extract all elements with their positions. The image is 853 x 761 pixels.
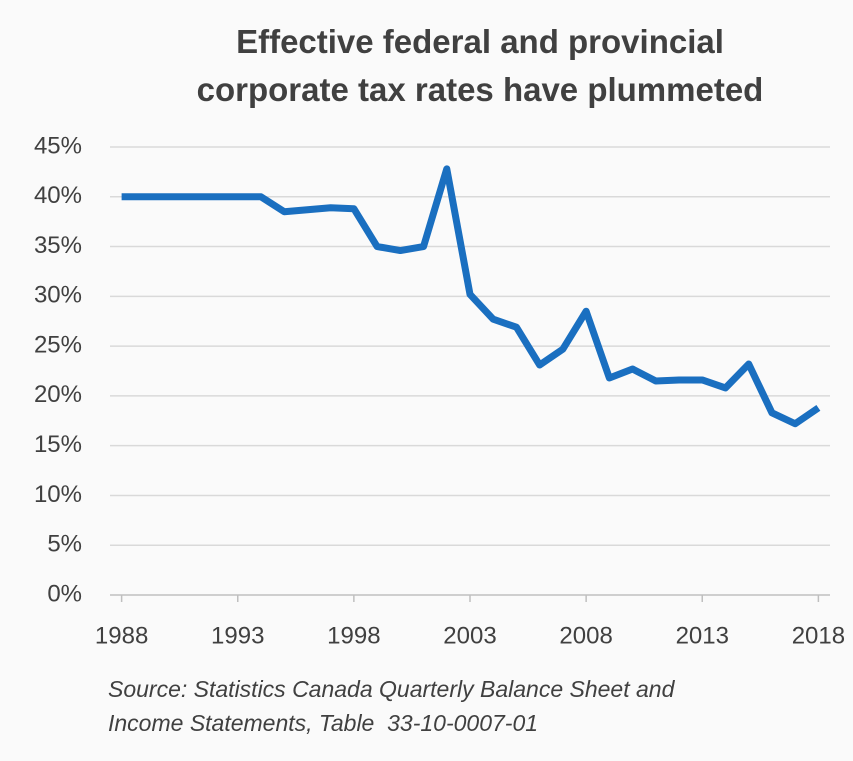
chart-title: Effective federal and provincial corpora… <box>60 18 853 114</box>
x-tick-label: 2003 <box>443 622 496 649</box>
y-tick-label: 40% <box>34 182 82 209</box>
x-tick-label: 2008 <box>559 622 612 649</box>
y-tick-label: 0% <box>47 580 82 607</box>
y-tick-label: 25% <box>34 331 82 358</box>
source-line: Source: Statistics Canada Quarterly Bala… <box>108 676 675 702</box>
title-line: Effective federal and provincial <box>236 23 724 60</box>
y-tick-label: 20% <box>34 381 82 408</box>
y-tick-label: 45% <box>34 132 82 159</box>
title-line: corporate tax rates have plummeted <box>196 71 764 108</box>
y-tick-label: 5% <box>47 531 82 558</box>
x-tick-label: 2018 <box>792 622 845 649</box>
x-tick-label: 1993 <box>211 622 264 649</box>
y-tick-label: 30% <box>34 282 82 309</box>
y-tick-label: 10% <box>34 481 82 508</box>
source-note: Source: Statistics Canada Quarterly Bala… <box>108 672 674 740</box>
x-tick-label: 1988 <box>95 622 148 649</box>
y-tick-label: 15% <box>34 431 82 458</box>
x-tick-label: 2013 <box>676 622 729 649</box>
y-tick-label: 35% <box>34 232 82 259</box>
data-line <box>121 165 821 428</box>
source-line: Income Statements, Table 33-10-0007-01 <box>108 710 539 736</box>
x-tick-label: 1998 <box>327 622 380 649</box>
